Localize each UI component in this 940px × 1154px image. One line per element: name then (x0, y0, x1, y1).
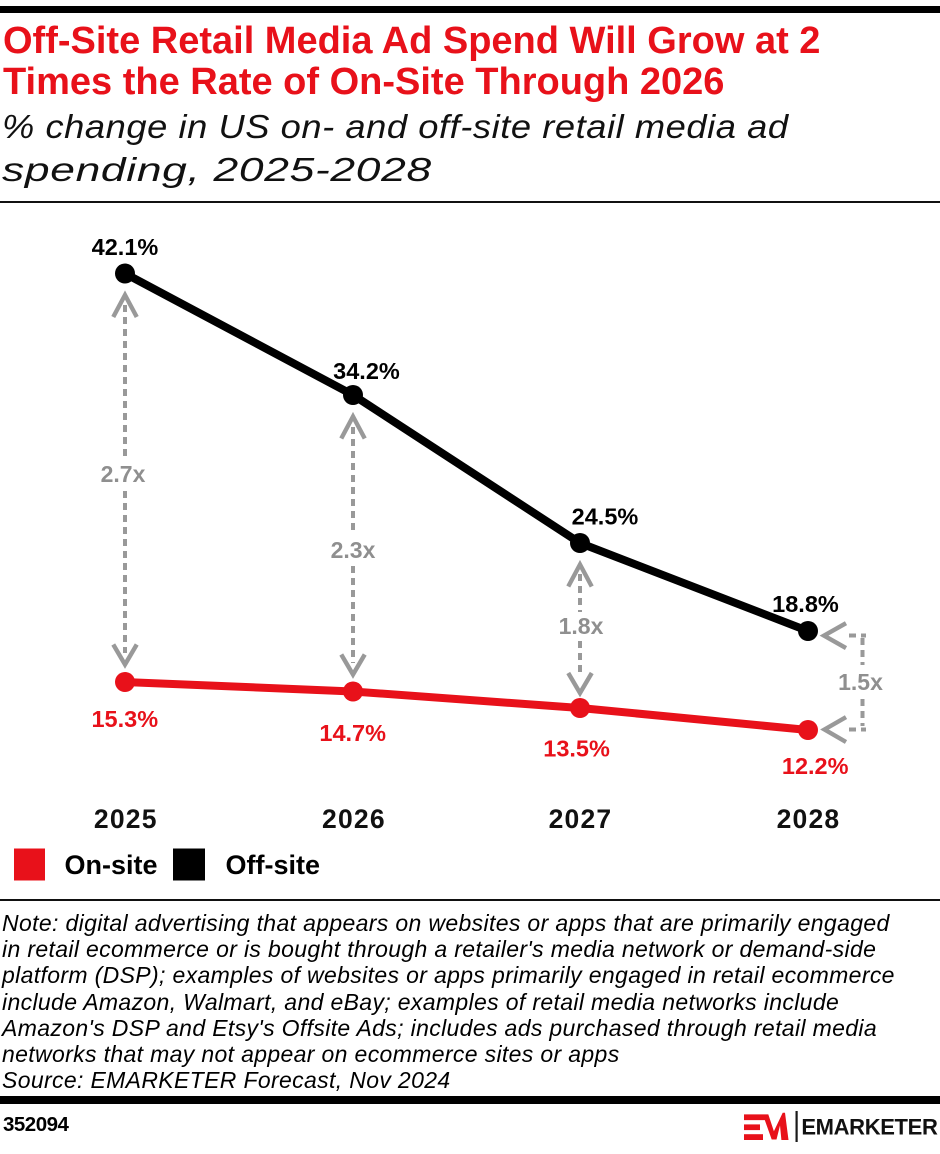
svg-text:1.5x: 1.5x (838, 669, 883, 695)
svg-text:24.5%: 24.5% (572, 504, 639, 530)
svg-text:15.3%: 15.3% (91, 706, 158, 732)
svg-text:On-site: On-site (65, 850, 158, 880)
svg-text:2028: 2028 (777, 804, 841, 834)
svg-text:2.3x: 2.3x (331, 537, 376, 563)
svg-text:34.2%: 34.2% (333, 358, 400, 384)
svg-text:2027: 2027 (549, 804, 613, 834)
svg-text:1.8x: 1.8x (559, 613, 604, 639)
svg-text:2026: 2026 (322, 804, 386, 834)
svg-text:18.8%: 18.8% (772, 591, 839, 617)
svg-text:Off-site: Off-site (226, 850, 321, 880)
svg-text:2025: 2025 (94, 804, 158, 834)
svg-text:EMARKETER: EMARKETER (801, 1115, 938, 1140)
svg-text:42.1%: 42.1% (92, 234, 159, 260)
svg-text:13.5%: 13.5% (543, 736, 610, 762)
svg-text:2.7x: 2.7x (101, 461, 146, 487)
svg-text:12.2%: 12.2% (782, 753, 849, 779)
svg-text:14.7%: 14.7% (319, 720, 386, 746)
